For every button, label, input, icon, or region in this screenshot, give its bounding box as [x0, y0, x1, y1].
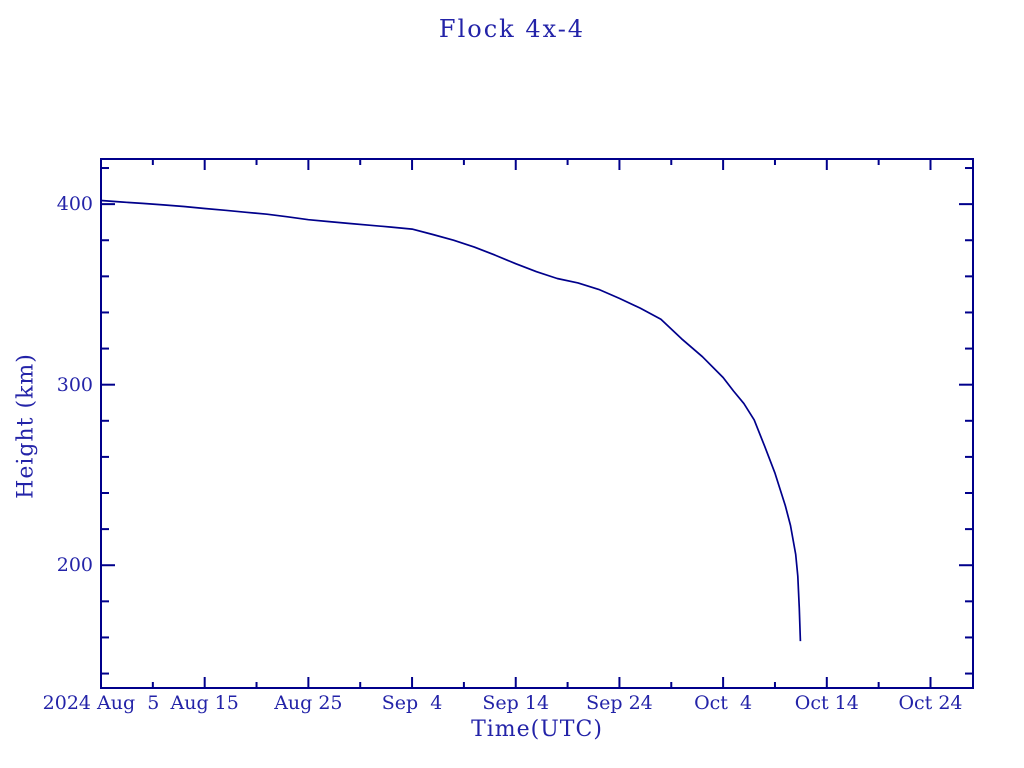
y-tick-label: 400 — [56, 193, 93, 216]
chart-title: Flock 4x-4 — [438, 15, 586, 43]
y-tick-label: 300 — [56, 373, 93, 396]
x-tick-label: Oct 24 — [898, 692, 963, 714]
x-tick-label: Sep 24 — [586, 692, 653, 714]
y-tick-label: 200 — [56, 554, 93, 577]
y-axis-title: Height (km) — [13, 353, 39, 499]
decay-curve — [100, 199, 802, 642]
x-axis-title: Time(UTC) — [471, 717, 603, 742]
plot-frame — [100, 158, 974, 689]
x-tick-label: Sep 14 — [482, 692, 550, 714]
x-tick-label: Aug 15 — [170, 692, 239, 714]
x-tick-label: Oct 4 — [694, 692, 753, 714]
x-tick-label: Aug 25 — [274, 692, 343, 714]
x-tick-label: 2024 Aug 5 — [42, 692, 160, 714]
x-tick-label: Oct 14 — [794, 692, 859, 714]
x-tick-label: Sep 4 — [381, 692, 443, 714]
